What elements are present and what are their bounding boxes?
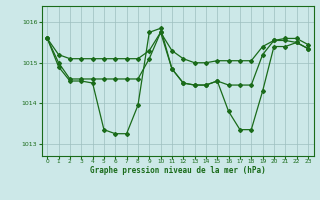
X-axis label: Graphe pression niveau de la mer (hPa): Graphe pression niveau de la mer (hPa) <box>90 166 266 175</box>
